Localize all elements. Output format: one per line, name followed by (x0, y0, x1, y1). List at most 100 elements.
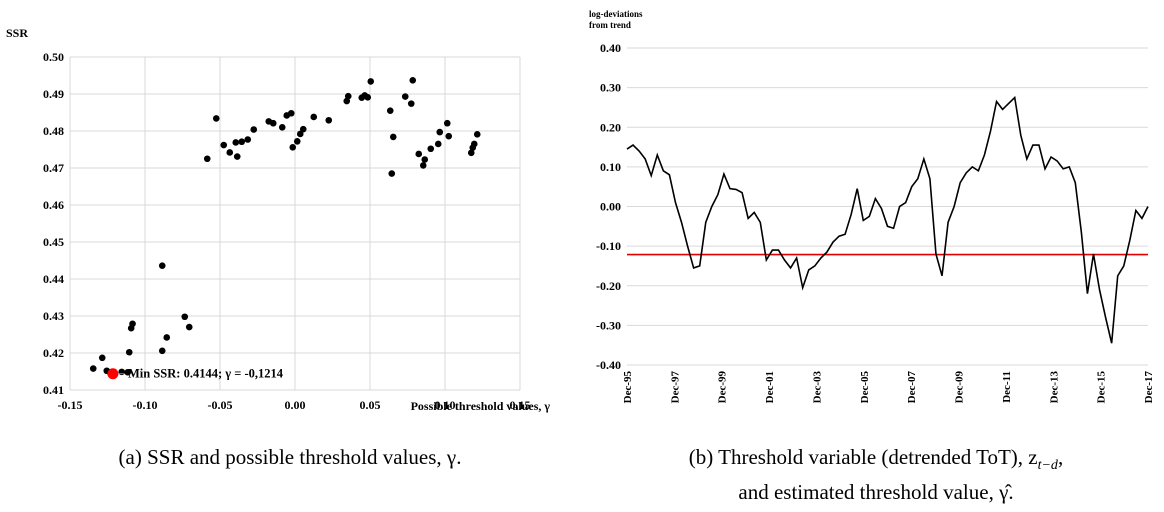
data-point (226, 149, 234, 156)
data-point (407, 100, 415, 107)
data-point (293, 138, 301, 145)
data-point (299, 125, 307, 133)
y-tick-label: 0.44 (43, 272, 64, 286)
y-tick-label: 0.43 (43, 309, 64, 323)
data-point (445, 132, 453, 140)
y-axis-label-line1: log-deviations (589, 9, 643, 19)
x-tick-label: Dec-17 (1143, 371, 1155, 404)
y-tick-label: 0.47 (43, 161, 64, 175)
y-tick-label: 0.41 (43, 383, 64, 397)
x-tick-label: -0.15 (58, 398, 83, 412)
caption-a: (a) SSR and possible threshold values, γ… (118, 445, 462, 469)
x-tick-label: Dec-13 (1048, 371, 1060, 404)
data-point (415, 150, 423, 158)
data-point (419, 162, 427, 169)
x-tick-labels: -0.15 -0.10 -0.05 0.00 0.05 0.10 0.15 (58, 398, 531, 412)
min-ssr-annotation: Min SSR: 0.4144; γ = -0,1214 (118, 367, 284, 381)
data-point (401, 93, 409, 100)
data-point (125, 348, 133, 356)
data-point (344, 92, 352, 100)
data-point (158, 262, 166, 269)
data-point (232, 139, 240, 146)
x-tick-label: Dec-09 (954, 371, 966, 404)
y-tick-label: 0.45 (43, 235, 64, 249)
data-point (203, 155, 211, 163)
y-tick-label: 0.48 (43, 124, 64, 138)
x-tick-label: Dec-99 (717, 371, 729, 404)
data-point (220, 141, 228, 149)
y-tick-label: 0.40 (600, 41, 621, 55)
y-tick-label: 0.46 (43, 198, 64, 212)
data-point (250, 126, 258, 133)
caption-b-line1-end: , (1057, 445, 1064, 469)
y-tick-labels: -0.40 -0.30 -0.20 -0.10 0.00 0.10 0.20 0.30 0.40 (596, 41, 621, 372)
caption-b-line1: (b) Threshold variable (detrended ToT), … (688, 445, 1038, 469)
data-point (325, 116, 333, 124)
y-tick-label: -0.30 (596, 318, 621, 332)
data-point (129, 320, 136, 328)
caption-b-line2: and estimated threshold value, γ̂. (738, 480, 1014, 505)
data-point (233, 153, 241, 160)
x-tick-label: 0.15 (510, 398, 531, 412)
y-tick-label: 0.00 (600, 200, 621, 214)
x-tick-label: Dec-01 (764, 371, 776, 403)
tot-line-chart: log-deviations from trend -0.40 -0.30 -0.2… (589, 9, 1155, 404)
y-tick-label: -0.40 (596, 358, 621, 372)
y-tick-label: 0.49 (43, 87, 64, 101)
data-point (473, 131, 481, 138)
y-tick-label: -0.10 (596, 239, 621, 253)
x-tick-label: Dec-03 (811, 371, 823, 404)
x-tick-label: Dec-97 (669, 371, 681, 404)
x-tick-label: Dec-07 (906, 371, 918, 404)
x-tick-label: Dec-05 (859, 371, 871, 404)
x-tick-label: Dec-95 (622, 371, 634, 404)
data-point (467, 149, 475, 157)
data-point (278, 124, 286, 131)
series-line (626, 95, 1149, 344)
min-ssr-point (107, 368, 119, 380)
data-point (124, 368, 132, 376)
data-point (244, 136, 252, 143)
data-point (436, 128, 444, 136)
y-tick-label: 0.10 (600, 160, 621, 174)
x-tick-label: Dec-15 (1096, 371, 1108, 404)
data-point (434, 140, 442, 148)
y-axis-label-line2: from trend (589, 20, 631, 30)
x-tick-label: -0.05 (208, 398, 233, 412)
data-point (443, 119, 451, 127)
x-axis-label: Possible threshold values, γ (411, 399, 551, 413)
data-point (238, 138, 246, 146)
x-tick-label: 0.05 (360, 398, 381, 412)
data-point (158, 347, 166, 355)
y-tick-label: -0.20 (596, 279, 621, 293)
data-point (98, 354, 106, 362)
x-tick-label: 0.10 (435, 398, 456, 412)
y-tick-label: 0.30 (600, 81, 621, 95)
data-point (212, 115, 220, 122)
x-tick-label: Dec-11 (1001, 371, 1013, 403)
y-tick-label: 0.50 (43, 50, 64, 64)
data-points (89, 77, 481, 380)
y-tick-label: 0.42 (43, 346, 64, 360)
x-tick-labels: Dec-95 Dec-97 Dec-99 Dec-01 Dec-03 Dec-05 Dec-… (622, 371, 1155, 404)
data-point (269, 119, 277, 127)
caption-b-subscript: t−d (1037, 458, 1058, 474)
data-point (367, 78, 375, 85)
x-tick-label: 0.00 (285, 398, 306, 412)
data-point (310, 113, 318, 121)
x-tick-label: -0.10 (133, 398, 158, 412)
data-point (389, 133, 397, 141)
gridlines (627, 47, 1148, 366)
data-point (470, 140, 478, 148)
data-point (289, 143, 297, 151)
data-point (89, 365, 97, 372)
gridlines (69, 56, 521, 391)
y-axis-label: SSR (6, 26, 28, 40)
data-point (421, 156, 429, 163)
y-tick-labels: 0.41 0.42 0.43 0.44 0.45 0.46 0.47 0.48 0.49 0.50 (43, 50, 64, 397)
data-point (296, 130, 304, 138)
ssr-scatter-chart: SSR 0.41 0.42 0.43 0.44 0.45 0.46 0.47 0.48 0.49… (6, 26, 551, 413)
data-point (163, 334, 171, 341)
annotation-text: Min SSR: 0.4144; γ = -0,1214 (128, 367, 284, 381)
data-point (181, 313, 189, 321)
